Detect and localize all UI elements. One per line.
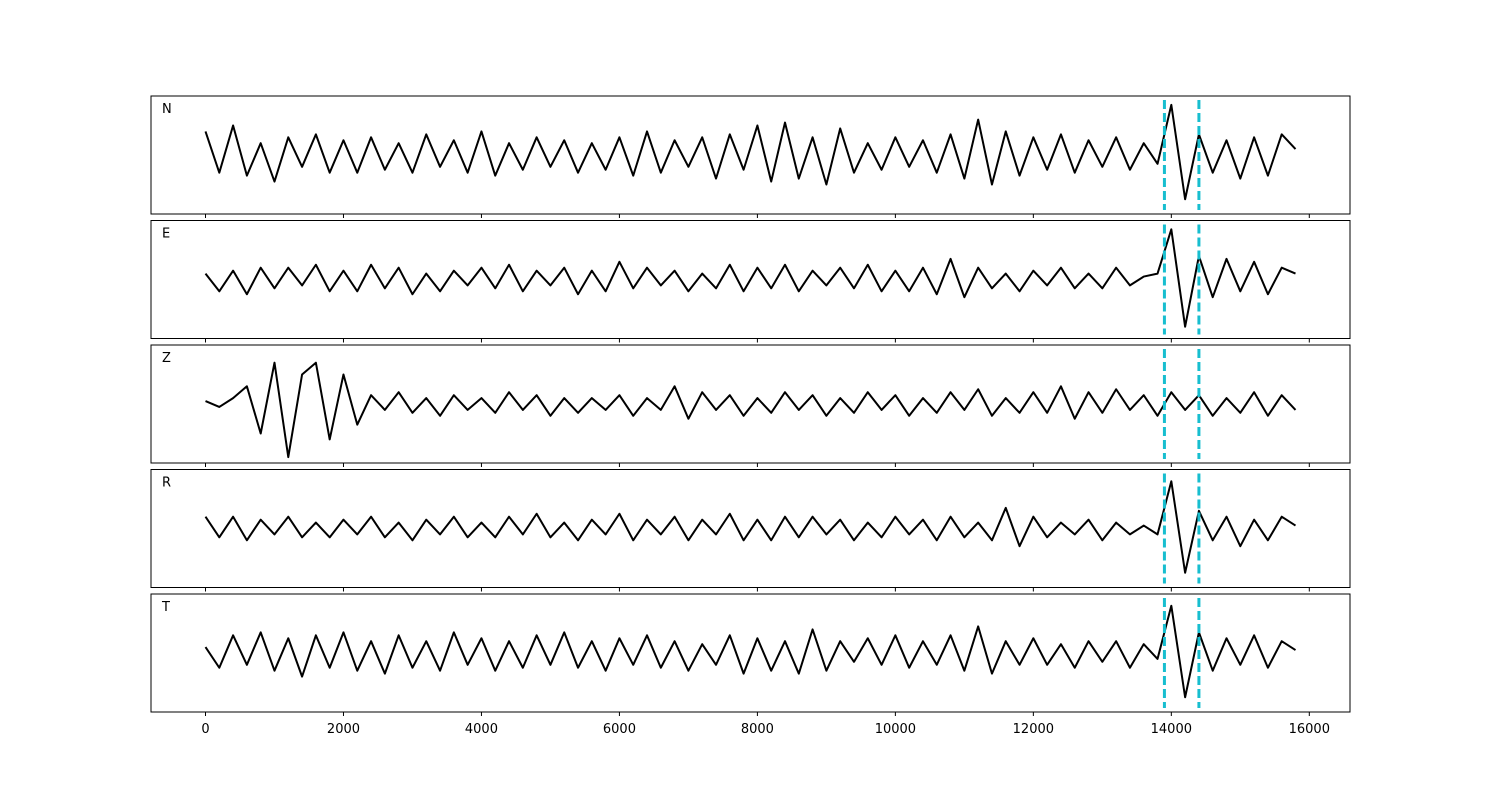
trace xyxy=(204,103,1297,201)
x-tick-label: 10000 xyxy=(875,722,916,737)
trace xyxy=(204,480,1297,574)
x-tick-label: 6000 xyxy=(603,722,636,737)
x-tick-label: 0 xyxy=(201,722,209,737)
trace xyxy=(205,361,1297,459)
panel-label: T xyxy=(161,600,170,615)
x-tick-label: 12000 xyxy=(1013,722,1054,737)
panel-frame xyxy=(150,469,1351,588)
panel-frame xyxy=(150,220,1351,339)
x-tick-label: 4000 xyxy=(465,722,498,737)
panel-frame xyxy=(150,344,1351,464)
panel-label: N xyxy=(162,102,172,117)
panel-label: Z xyxy=(162,351,171,366)
x-tick-label: 14000 xyxy=(1151,722,1192,737)
panel-label: E xyxy=(162,227,170,242)
panel-frame xyxy=(150,593,1351,713)
trace xyxy=(204,228,1296,328)
panel-frame xyxy=(150,95,1351,215)
x-tick-label: 2000 xyxy=(327,722,360,737)
trace xyxy=(204,604,1297,699)
x-tick-label: 8000 xyxy=(741,722,774,737)
x-tick-label: 16000 xyxy=(1289,722,1330,737)
panel-label: R xyxy=(162,476,171,491)
